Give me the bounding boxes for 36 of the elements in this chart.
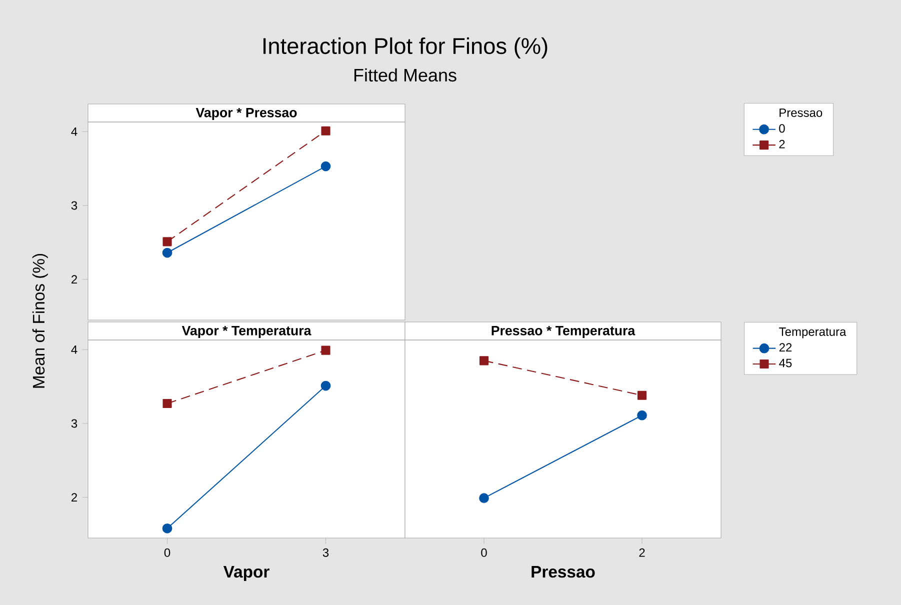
- point: [321, 346, 330, 355]
- point: [162, 237, 172, 246]
- point: [637, 410, 647, 420]
- y-tick-label: 2: [72, 493, 77, 502]
- x-tick-label: 0: [164, 548, 170, 557]
- legend-label: 22: [779, 343, 792, 352]
- text: Vapor * Temperatura: [182, 326, 312, 338]
- point: [162, 398, 172, 408]
- point: [479, 493, 489, 504]
- point: [162, 523, 172, 534]
- y-axis-title: Mean of Finos (%): [32, 254, 48, 388]
- text: Vapor * Pressao: [196, 108, 297, 120]
- x-tick-label: 0: [481, 548, 487, 557]
- point: [637, 390, 647, 400]
- legend-title: Temperatura: [779, 328, 846, 338]
- point: [479, 356, 489, 366]
- y-tick-label: 3: [71, 201, 78, 210]
- legend-title: Pressao: [780, 108, 822, 117]
- legend-label: 0: [779, 124, 785, 133]
- point: [320, 380, 331, 391]
- y-tick-label: 3: [71, 419, 78, 428]
- x-tick-label: 3: [322, 548, 329, 557]
- chart-title: Interaction Plot for Finos (%): [263, 37, 548, 59]
- legend-label: 2: [779, 140, 785, 148]
- text: Pressao * Temperatura: [492, 326, 636, 338]
- point: [320, 161, 331, 172]
- x-tick-label: 2: [639, 548, 645, 557]
- legend-label: 45: [779, 358, 792, 368]
- x-axis-title: Vapor: [223, 566, 270, 581]
- point: [321, 126, 330, 136]
- x-axis-title: Pressao: [532, 566, 595, 578]
- y-tick-label: 4: [71, 345, 78, 354]
- y-tick-label: 2: [72, 275, 77, 284]
- y-tick-label: 4: [71, 127, 78, 136]
- chart-subtitle: Fitted Means: [354, 68, 456, 82]
- point: [162, 248, 172, 258]
